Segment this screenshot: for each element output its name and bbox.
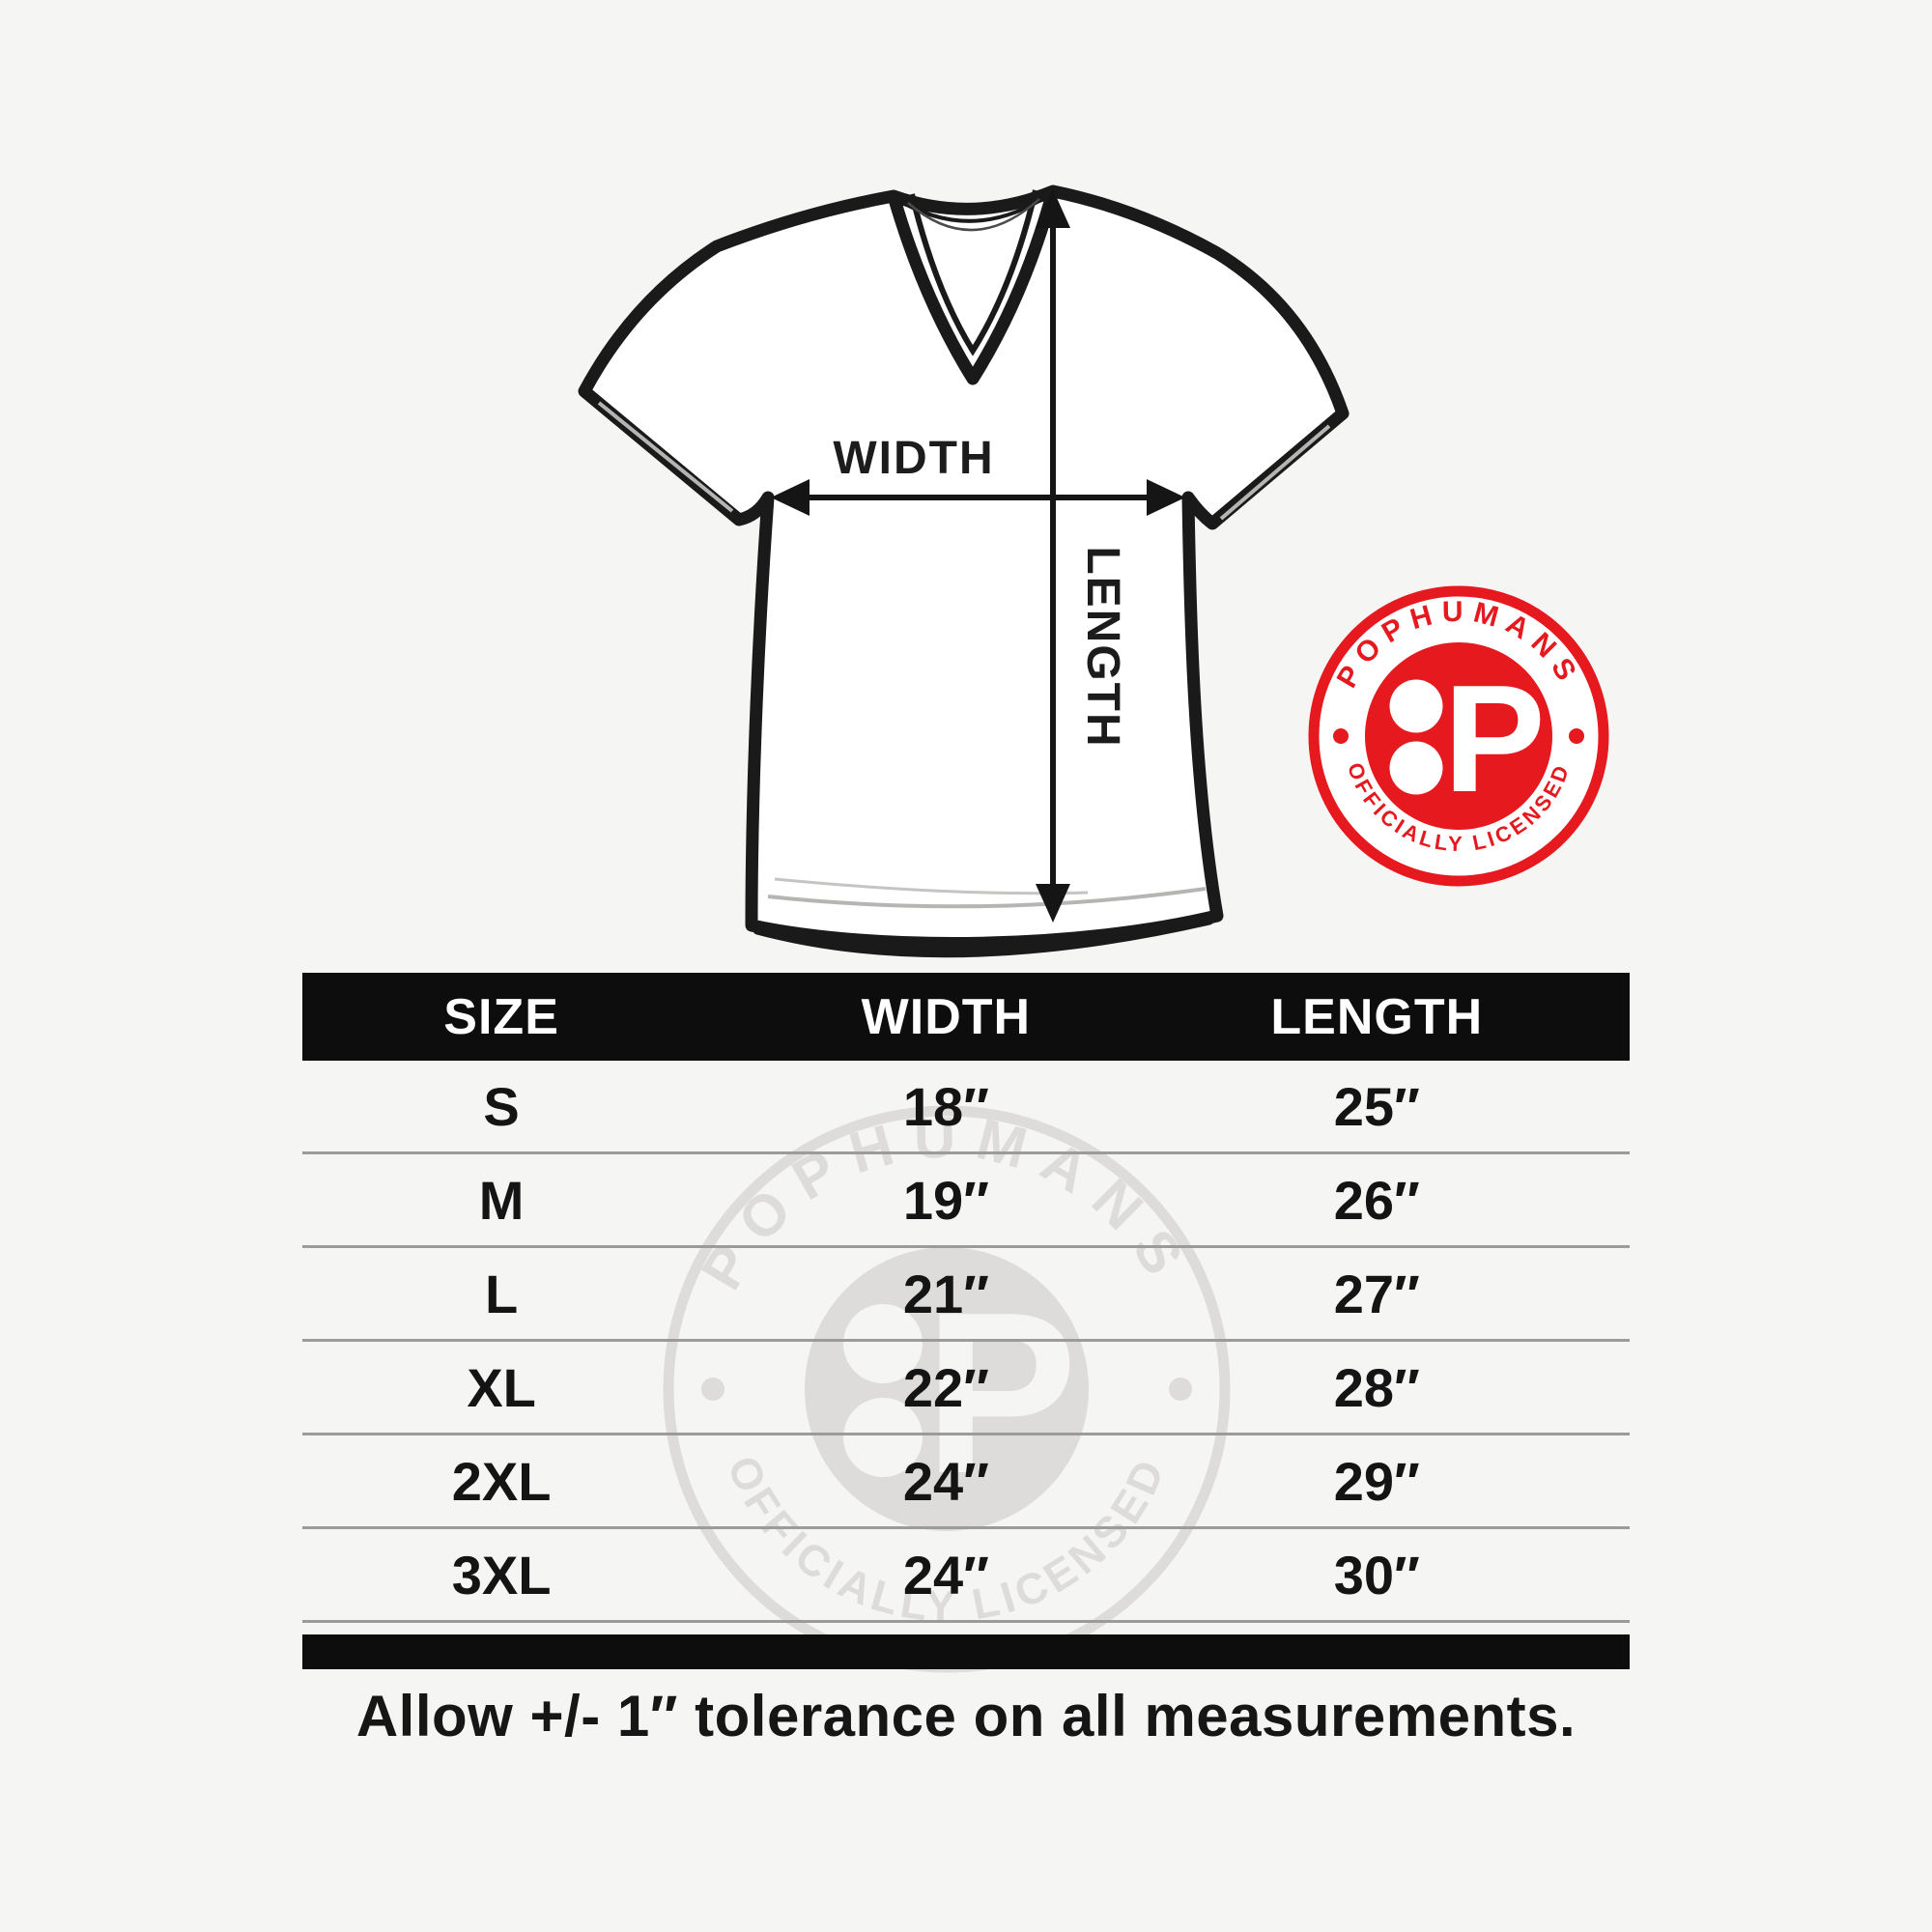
cell-length: 26″	[1333, 1169, 1420, 1231]
length-arrowhead-bottom	[1036, 884, 1070, 923]
cell-length: 25″	[1333, 1075, 1420, 1137]
left-cuff-line	[597, 401, 734, 513]
header-size: SIZE	[443, 988, 559, 1045]
right-cuff-line	[1219, 424, 1331, 521]
watermark-dot-left	[701, 1378, 724, 1401]
table-row: S 18″ 25″	[302, 1061, 1630, 1154]
vneck-collar-inner	[909, 189, 1038, 356]
badge-dot-right	[1569, 728, 1584, 744]
watermark-monogram: P	[924, 1265, 1078, 1521]
length-arrowhead-top	[1036, 189, 1070, 228]
width-label: WIDTH	[833, 433, 994, 484]
badge-dot-left	[1333, 728, 1349, 744]
table-bottom-bar	[302, 1634, 1630, 1669]
officially-licensed-badge: POPHUMANS OFFICIALLY LICENSED P	[1308, 585, 1609, 887]
cell-length: 29″	[1333, 1450, 1420, 1512]
hem-wrinkle	[767, 887, 1207, 909]
watermark-dot-right	[1169, 1378, 1192, 1401]
size-table: SIZE WIDTH LENGTH S 18″ 25″ M 19″ 26″ L …	[302, 973, 1630, 1669]
cell-width: 21″	[902, 1263, 989, 1324]
brand-watermark: POPHUMANS OFFICIALLY LICENSED P	[663, 1105, 1231, 1673]
table-row: 2XL 24″ 29″	[302, 1435, 1630, 1529]
hem-fold-line	[753, 916, 1214, 958]
back-collar-line2	[907, 198, 1040, 232]
cell-width: 22″	[902, 1356, 989, 1418]
cell-width: 18″	[902, 1075, 989, 1137]
cell-size: M	[478, 1169, 525, 1231]
cell-size: L	[484, 1263, 519, 1324]
header-length: LENGTH	[1270, 988, 1484, 1045]
width-arrowhead-left	[771, 479, 810, 516]
cell-size: XL	[467, 1356, 536, 1418]
width-arrowhead-right	[1147, 479, 1185, 516]
table-row: 3XL 24″ 30″	[302, 1529, 1630, 1623]
badge-colon-dot-bottom	[1389, 741, 1443, 795]
cell-length: 30″	[1333, 1544, 1420, 1605]
cell-size: 3XL	[451, 1544, 552, 1605]
cell-length: 28″	[1333, 1356, 1420, 1418]
cell-width: 24″	[902, 1544, 989, 1605]
table-row: M 19″ 26″	[302, 1154, 1630, 1248]
tshirt-outline	[578, 185, 1350, 951]
tolerance-note: Allow +/- 1″ tolerance on all measuremen…	[355, 1684, 1577, 1748]
cell-size: S	[483, 1075, 520, 1137]
watermark-colon-dot-top	[843, 1304, 923, 1383]
size-table-header: SIZE WIDTH LENGTH	[302, 973, 1630, 1061]
table-row: L 21″ 27″	[302, 1248, 1630, 1342]
header-width: WIDTH	[861, 988, 1032, 1045]
cell-width: 24″	[902, 1450, 989, 1512]
vneck-collar-outer	[887, 189, 1060, 385]
watermark-colon-dot-bottom	[843, 1398, 923, 1477]
badge-monogram: P	[1443, 654, 1545, 824]
cell-length: 27″	[1333, 1263, 1420, 1324]
length-label: LENGTH	[1077, 546, 1128, 748]
cell-width: 19″	[902, 1169, 989, 1231]
table-row: XL 22″ 28″	[302, 1342, 1630, 1435]
tshirt-diagram: WIDTH LENGTH	[578, 185, 1350, 958]
cell-size: 2XL	[451, 1450, 552, 1512]
badge-colon-dot-top	[1389, 679, 1443, 733]
